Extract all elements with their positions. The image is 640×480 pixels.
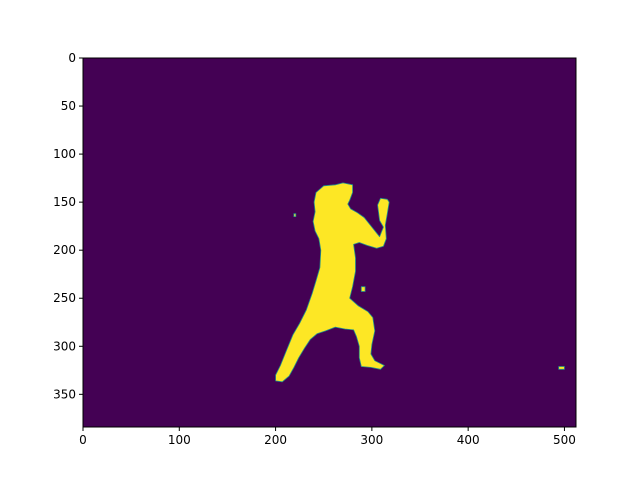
- y-tick-label: 350: [53, 387, 76, 401]
- mask-region-figure: [275, 182, 390, 383]
- y-tick-label: 250: [53, 291, 76, 305]
- mask-region-speck-left: [293, 213, 297, 218]
- y-tick-label: 300: [53, 339, 76, 353]
- y-tick-label: 50: [61, 99, 76, 113]
- plot-area: [83, 58, 576, 427]
- y-tick-label: 0: [68, 51, 76, 65]
- mask-region-speck-right: [558, 366, 565, 370]
- mask-region-speck-mid: [360, 286, 366, 292]
- y-tick-label: 200: [53, 243, 76, 257]
- x-tick-label: 0: [79, 433, 87, 447]
- x-tick-label: 100: [168, 433, 191, 447]
- x-tick-label: 200: [264, 433, 287, 447]
- axes-frame: [82, 57, 577, 428]
- x-tick-label: 500: [553, 433, 576, 447]
- x-tick-label: 400: [457, 433, 480, 447]
- axes: 0 100 200 300 400 500 0 50 100 150 200 250 300 350: [53, 51, 577, 447]
- y-tick-label: 150: [53, 195, 76, 209]
- y-tick-label: 100: [53, 147, 76, 161]
- x-tick-label: 300: [360, 433, 383, 447]
